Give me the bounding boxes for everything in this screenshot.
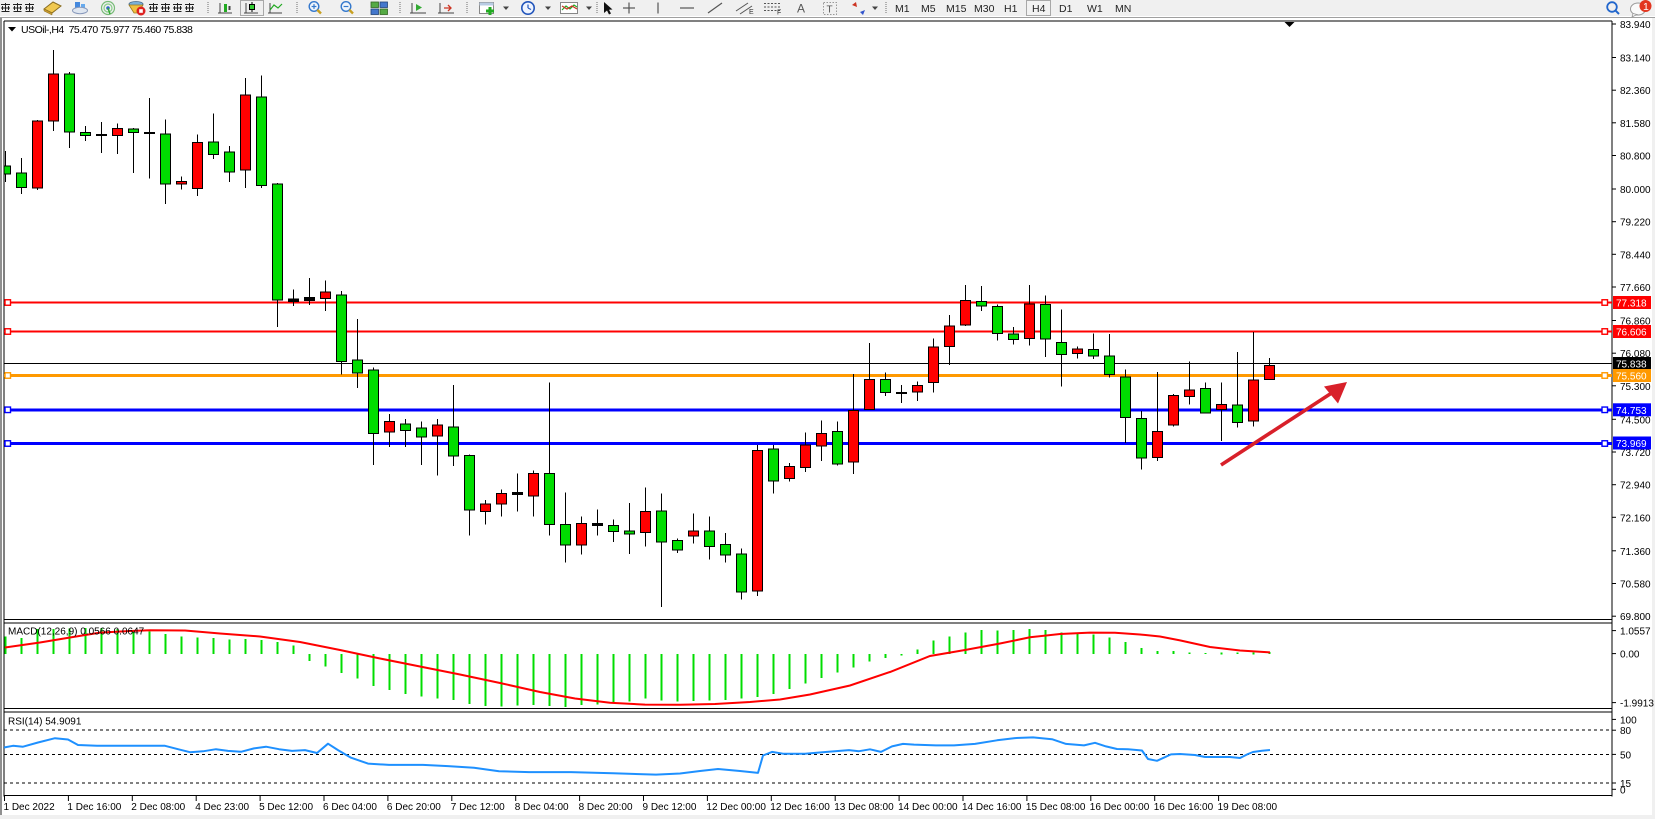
svg-text:15: 15 xyxy=(1620,779,1632,790)
svg-text:14 Dec 00:00: 14 Dec 00:00 xyxy=(898,802,958,813)
svg-text:1: 1 xyxy=(1643,1,1649,13)
svg-text:D1: D1 xyxy=(1059,3,1073,15)
svg-text:77.318: 77.318 xyxy=(1616,299,1647,310)
svg-text:73.969: 73.969 xyxy=(1616,439,1647,450)
svg-text:M1: M1 xyxy=(895,3,910,15)
svg-text:1 Dec 16:00: 1 Dec 16:00 xyxy=(67,802,121,813)
svg-text:76.860: 76.860 xyxy=(1620,317,1651,328)
svg-text:16 Dec 00:00: 16 Dec 00:00 xyxy=(1090,802,1150,813)
svg-text:19 Dec 08:00: 19 Dec 08:00 xyxy=(1218,802,1278,813)
svg-text:83.140: 83.140 xyxy=(1620,54,1651,65)
svg-text:F: F xyxy=(777,10,781,17)
svg-text:M15: M15 xyxy=(946,3,967,15)
svg-text:5 Dec 12:00: 5 Dec 12:00 xyxy=(259,802,313,813)
svg-text:81.580: 81.580 xyxy=(1620,119,1651,130)
svg-text:RSI(14) 54.9091: RSI(14) 54.9091 xyxy=(8,717,82,728)
svg-text:82.360: 82.360 xyxy=(1620,86,1651,97)
svg-text:9 Dec 12:00: 9 Dec 12:00 xyxy=(643,802,697,813)
svg-text:M5: M5 xyxy=(921,3,936,15)
svg-text:15 Dec 08:00: 15 Dec 08:00 xyxy=(1026,802,1086,813)
svg-text:14 Dec 16:00: 14 Dec 16:00 xyxy=(962,802,1022,813)
svg-text:75.838: 75.838 xyxy=(1616,360,1647,371)
svg-text:13 Dec 08:00: 13 Dec 08:00 xyxy=(834,802,894,813)
svg-text:0.00: 0.00 xyxy=(1620,650,1640,661)
svg-text:71.360: 71.360 xyxy=(1620,547,1651,558)
svg-text:74.753: 74.753 xyxy=(1616,406,1647,417)
svg-text:8 Dec 20:00: 8 Dec 20:00 xyxy=(579,802,633,813)
svg-text:W1: W1 xyxy=(1087,3,1103,15)
svg-text:H1: H1 xyxy=(1004,3,1018,15)
svg-text:2 Dec 08:00: 2 Dec 08:00 xyxy=(131,802,185,813)
svg-text:75.300: 75.300 xyxy=(1620,382,1651,393)
svg-text:16 Dec 16:00: 16 Dec 16:00 xyxy=(1154,802,1214,813)
svg-text:0: 0 xyxy=(1620,785,1626,796)
svg-text:72.940: 72.940 xyxy=(1620,481,1651,492)
svg-text:50: 50 xyxy=(1620,750,1632,761)
svg-text:8 Dec 04:00: 8 Dec 04:00 xyxy=(515,802,569,813)
svg-text:6 Dec 20:00: 6 Dec 20:00 xyxy=(387,802,441,813)
svg-text:A: A xyxy=(797,2,805,16)
svg-text:100: 100 xyxy=(1620,715,1637,726)
svg-text:6 Dec 04:00: 6 Dec 04:00 xyxy=(323,802,377,813)
svg-text:69.800: 69.800 xyxy=(1620,612,1651,623)
svg-text:76.080: 76.080 xyxy=(1620,349,1651,360)
svg-text:T: T xyxy=(827,5,833,16)
svg-text:72.160: 72.160 xyxy=(1620,513,1651,524)
svg-text:83.940: 83.940 xyxy=(1620,20,1651,31)
svg-text:USOil-,H4 75.470 75.977 75.46: USOil-,H4 75.470 75.977 75.460 75.838 xyxy=(21,24,193,36)
svg-text:78.440: 78.440 xyxy=(1620,250,1651,261)
svg-text:1 Dec 2022: 1 Dec 2022 xyxy=(4,802,56,813)
svg-text:80.800: 80.800 xyxy=(1620,152,1651,163)
svg-text:MN: MN xyxy=(1115,3,1131,15)
svg-text:80.000: 80.000 xyxy=(1620,185,1651,196)
svg-text:77.660: 77.660 xyxy=(1620,283,1651,294)
svg-text:MACD(12,26,9) 0.0566 0.0647: MACD(12,26,9) 0.0566 0.0647 xyxy=(8,627,145,638)
svg-text:70.580: 70.580 xyxy=(1620,580,1651,591)
svg-text:M30: M30 xyxy=(974,3,995,15)
svg-text:76.606: 76.606 xyxy=(1616,328,1647,339)
svg-text:E: E xyxy=(749,9,754,16)
svg-text:H4: H4 xyxy=(1032,3,1046,15)
svg-text:75.560: 75.560 xyxy=(1616,372,1647,383)
svg-text:12 Dec 16:00: 12 Dec 16:00 xyxy=(770,802,830,813)
svg-text:7 Dec 12:00: 7 Dec 12:00 xyxy=(451,802,505,813)
svg-text:1.0557: 1.0557 xyxy=(1620,627,1651,638)
svg-text:74.500: 74.500 xyxy=(1620,415,1651,426)
svg-text:-1.9913: -1.9913 xyxy=(1620,699,1654,710)
svg-text:80: 80 xyxy=(1620,726,1632,737)
svg-text:4 Dec 23:00: 4 Dec 23:00 xyxy=(195,802,249,813)
svg-text:73.720: 73.720 xyxy=(1620,448,1651,459)
svg-text:12 Dec 00:00: 12 Dec 00:00 xyxy=(706,802,766,813)
svg-text:79.220: 79.220 xyxy=(1620,218,1651,229)
